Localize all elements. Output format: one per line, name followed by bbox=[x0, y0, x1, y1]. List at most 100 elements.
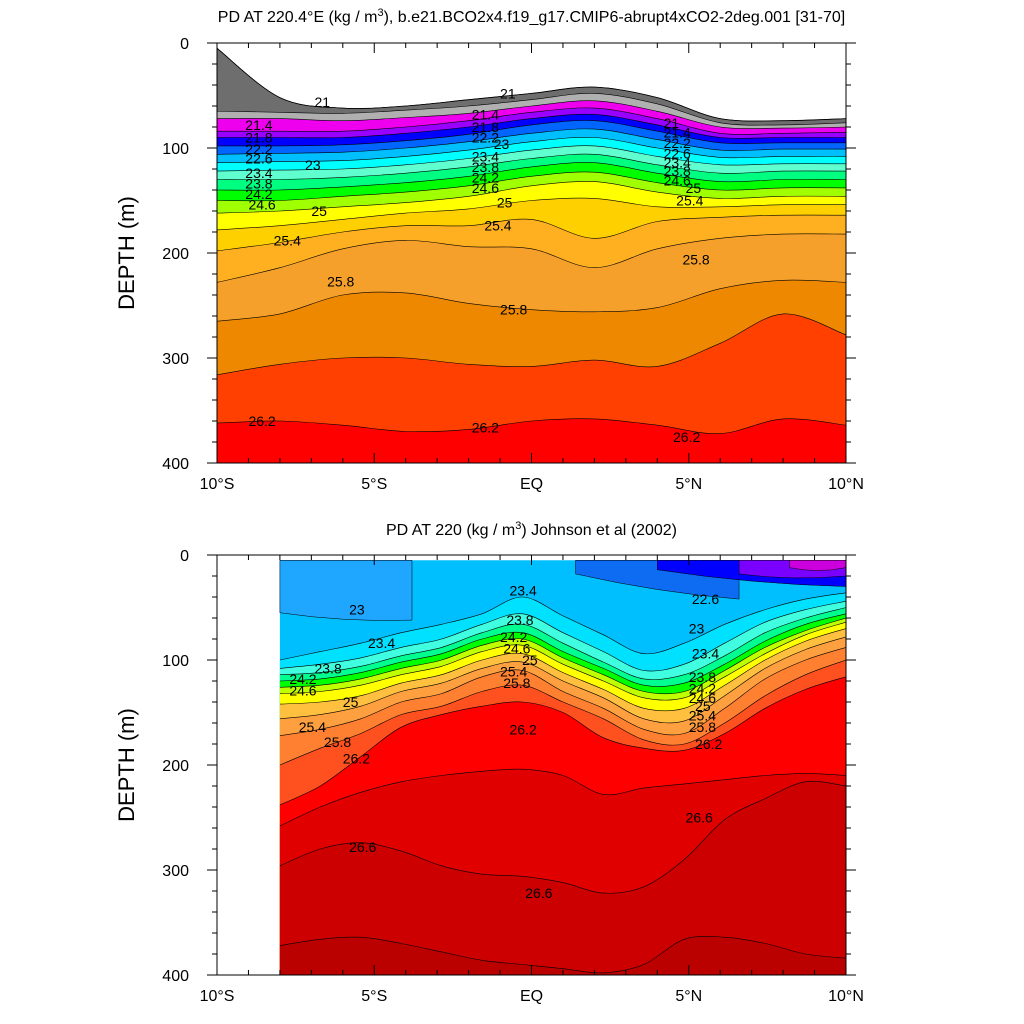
y-tick-label: 200 bbox=[162, 758, 189, 775]
contour-label: 21 bbox=[500, 85, 516, 101]
contour-label: 26.2 bbox=[248, 413, 275, 429]
contour-line bbox=[279, 647, 846, 736]
contour-label: 21.4 bbox=[664, 124, 691, 140]
contour-label: 25.8 bbox=[689, 719, 716, 735]
contour-label: 26.2 bbox=[509, 721, 536, 737]
contour-line bbox=[279, 617, 846, 695]
contour-label: 26.6 bbox=[525, 885, 552, 901]
x-tick-label: 5°S bbox=[361, 988, 387, 1005]
contour-label: 21.8 bbox=[472, 119, 499, 135]
panel-bottom: 2323.423.824.224.62525.425.826.223.423.8… bbox=[114, 520, 864, 1005]
x-tick-label: EQ bbox=[520, 476, 543, 493]
contour-label: 23 bbox=[494, 136, 510, 152]
contour-label: 23.8 bbox=[664, 163, 691, 179]
contour-label: 21.4 bbox=[472, 106, 499, 122]
contour-line bbox=[217, 100, 846, 129]
contour-label: 23.8 bbox=[245, 176, 272, 192]
surface-patch bbox=[789, 560, 846, 571]
contour-label: 26.2 bbox=[695, 736, 722, 752]
contour-label: 25.8 bbox=[327, 273, 354, 289]
surface-patch bbox=[279, 560, 413, 621]
contour-label: 23.8 bbox=[689, 669, 716, 685]
contour-label: 23.8 bbox=[472, 159, 499, 175]
contour-label: 25.8 bbox=[324, 734, 351, 750]
x-tick-label: 5°S bbox=[361, 476, 387, 493]
contour-label: 21.8 bbox=[245, 130, 272, 146]
contour-label: 25.4 bbox=[484, 218, 511, 234]
contour-line bbox=[279, 621, 846, 701]
contour-line bbox=[217, 145, 846, 172]
y-tick-label: 400 bbox=[162, 456, 189, 473]
contour-label: 26.2 bbox=[673, 429, 700, 445]
contour-label: 25 bbox=[686, 180, 702, 196]
contour-label: 25 bbox=[311, 203, 327, 219]
contour-label: 22.2 bbox=[245, 141, 272, 157]
contour-line bbox=[217, 153, 846, 180]
contour-label: 24.2 bbox=[289, 671, 316, 687]
y-axis-label: DEPTH (m) bbox=[114, 196, 139, 310]
x-tick-label: EQ bbox=[520, 988, 543, 1005]
contour-label: 23.4 bbox=[245, 165, 272, 181]
contour-line bbox=[217, 233, 846, 283]
contour-label: 21 bbox=[314, 94, 330, 110]
contour-label: 24.2 bbox=[500, 629, 527, 645]
contour-label: 22.2 bbox=[472, 130, 499, 146]
contour-line bbox=[279, 781, 846, 894]
contour-label: 25.8 bbox=[500, 302, 527, 318]
contour-line bbox=[279, 600, 846, 672]
contour-line bbox=[279, 676, 846, 806]
contour-label: 24.2 bbox=[472, 169, 499, 185]
contour-label: 22.6 bbox=[245, 151, 272, 167]
contour-line bbox=[217, 181, 846, 214]
surface-contour-line bbox=[217, 47, 846, 122]
contour-line bbox=[217, 113, 846, 139]
contour-line bbox=[217, 418, 846, 434]
contour-label: 24.2 bbox=[245, 186, 272, 202]
contour-label: 21 bbox=[664, 115, 680, 131]
contour-line bbox=[279, 936, 846, 974]
x-tick-label: 10°N bbox=[828, 476, 864, 493]
contour-label: 26.6 bbox=[349, 839, 376, 855]
contour-label: 25.8 bbox=[503, 675, 530, 691]
contour-label: 23.4 bbox=[664, 155, 691, 171]
contour-label: 25.4 bbox=[299, 719, 326, 735]
contour-label: 25.4 bbox=[500, 664, 527, 680]
contour-label: 21.4 bbox=[245, 117, 272, 133]
contour-label: 22.6 bbox=[692, 591, 719, 607]
density-band-26-2 bbox=[217, 418, 846, 463]
contour-label: 23.8 bbox=[314, 660, 341, 676]
contour-plot-area bbox=[217, 47, 846, 463]
contour-line bbox=[217, 279, 846, 322]
x-tick-label: 5°N bbox=[675, 988, 702, 1005]
contour-label: 23 bbox=[689, 621, 705, 637]
contour-line bbox=[279, 659, 846, 766]
contour-label: 25.4 bbox=[689, 708, 716, 724]
contour-line bbox=[279, 636, 846, 724]
y-axis-label: DEPTH (m) bbox=[114, 708, 139, 822]
contour-label: 25 bbox=[695, 698, 711, 714]
contour-line bbox=[217, 171, 846, 202]
chart-title: PD AT 220.4°E (kg / m3), b.e21.BCO2x4.f1… bbox=[218, 7, 845, 26]
x-tick-label: 5°N bbox=[675, 476, 702, 493]
contour-plot-area bbox=[279, 560, 846, 975]
contour-line bbox=[217, 197, 846, 231]
contour-label: 26.6 bbox=[686, 810, 713, 826]
contour-line bbox=[279, 607, 846, 680]
contour-label: 22.2 bbox=[664, 135, 691, 151]
contour-label: 24.6 bbox=[664, 173, 691, 189]
contour-line bbox=[279, 768, 846, 827]
contour-label: 24.6 bbox=[503, 640, 530, 656]
contour-label: 22.6 bbox=[664, 145, 691, 161]
chart-title: PD AT 220 (kg / m3) Johnson et al (2002) bbox=[386, 520, 677, 539]
contour-label: 23 bbox=[305, 157, 321, 173]
contour-line bbox=[217, 214, 846, 252]
contour-line bbox=[217, 313, 846, 376]
contour-label: 26.2 bbox=[343, 751, 370, 767]
y-tick-label: 300 bbox=[162, 351, 189, 368]
y-tick-label: 100 bbox=[162, 653, 189, 670]
density-band-26 bbox=[217, 313, 846, 463]
contour-label: 23.8 bbox=[506, 612, 533, 628]
y-tick-label: 300 bbox=[162, 863, 189, 880]
